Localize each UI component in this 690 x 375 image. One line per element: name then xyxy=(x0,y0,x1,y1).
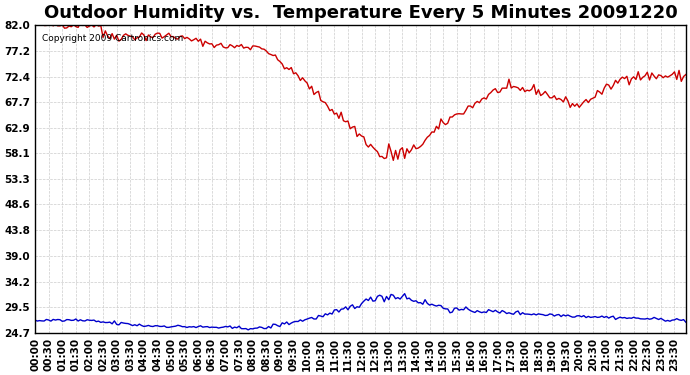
Title: Outdoor Humidity vs.  Temperature Every 5 Minutes 20091220: Outdoor Humidity vs. Temperature Every 5… xyxy=(43,4,678,22)
Text: Copyright 2009 Cartronics.com: Copyright 2009 Cartronics.com xyxy=(41,34,183,44)
